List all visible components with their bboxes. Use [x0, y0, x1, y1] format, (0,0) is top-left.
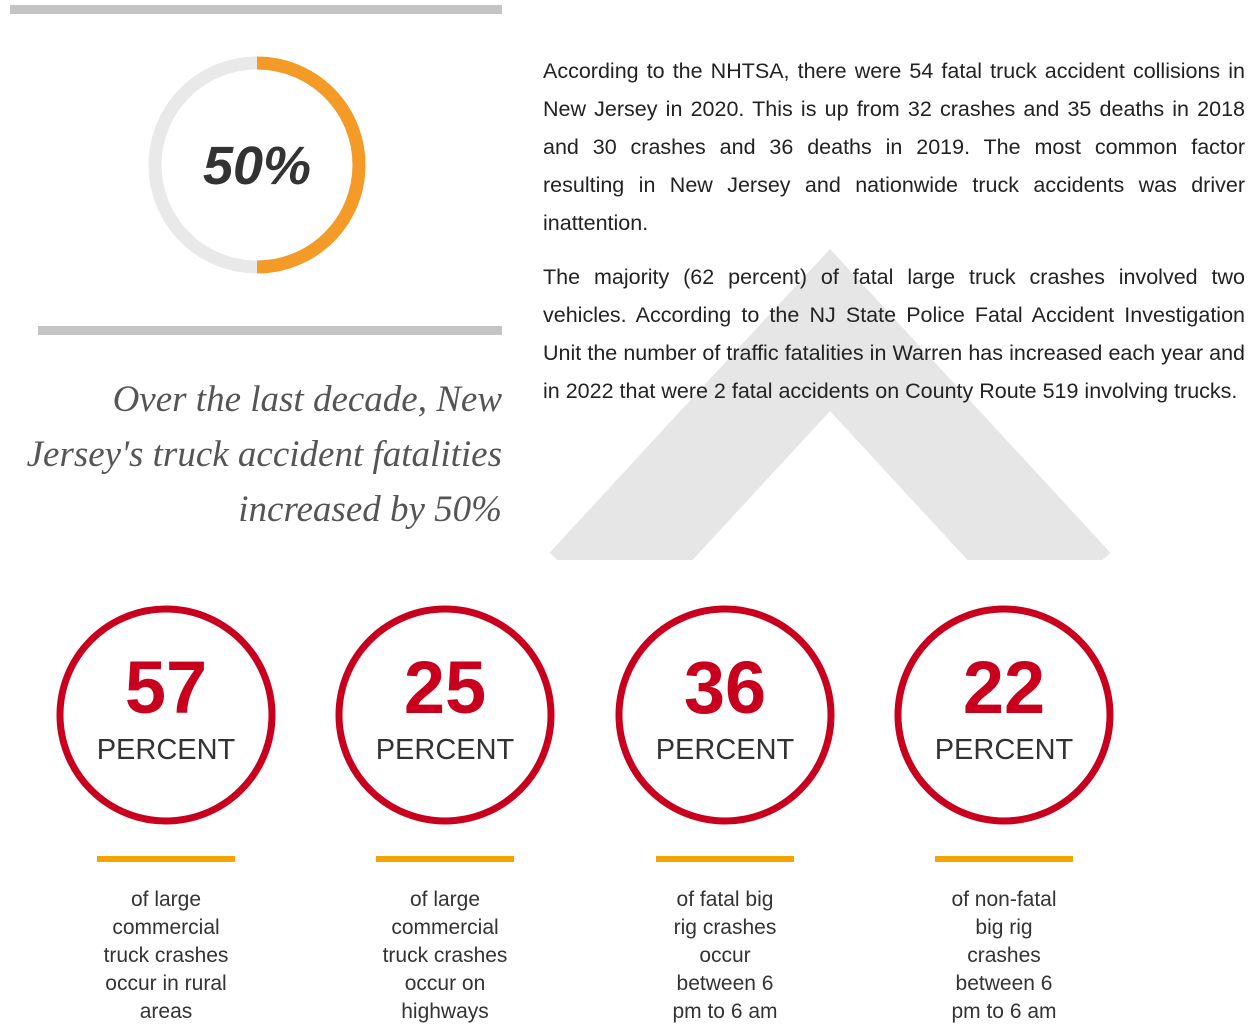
- stat-description: of non-fatal big rig crashes between 6 pm to…: [884, 886, 1124, 1026]
- orange-bar: [656, 856, 794, 862]
- description-line: between 6: [955, 972, 1053, 995]
- paragraph: The majority (62 percent) of fatal large…: [543, 265, 1245, 403]
- stat-description: of large commercial truck crashes occur in …: [46, 886, 286, 1026]
- stat-number: 57: [125, 646, 207, 729]
- description-line: of fatal big: [676, 888, 774, 911]
- stat-number: 25: [404, 646, 486, 729]
- stat-unit: PERCENT: [97, 734, 236, 766]
- stat-number: 22: [963, 646, 1045, 729]
- description-line: truck crashes: [382, 944, 508, 967]
- description-line: rig crashes: [673, 916, 777, 939]
- ring: [615, 605, 835, 825]
- watermark: [549, 248, 1111, 560]
- decoration: 50%: [148, 56, 1111, 560]
- divider: [38, 326, 502, 335]
- paragraphs: According to the NHTSA, there were 54 fa…: [543, 52, 1245, 426]
- stat-circle: 25 PERCENT: [335, 605, 555, 825]
- paragraph: According to the NHTSA, there were 54 fa…: [543, 59, 1245, 235]
- description-line: of non-fatal: [951, 888, 1057, 911]
- description-line: occur in rural: [105, 972, 227, 995]
- stat-circle: 36 PERCENT: [615, 605, 835, 825]
- orange-bar: [376, 856, 514, 862]
- stat-number: 36: [684, 646, 766, 729]
- description-line: truck crashes: [103, 944, 229, 967]
- description-line: areas: [139, 1000, 193, 1023]
- description-line: crashes: [967, 944, 1041, 967]
- description-line: pm to 6 am: [672, 1000, 778, 1023]
- description-line: occur on: [404, 972, 486, 995]
- ring: [894, 605, 1114, 825]
- stat-circle: 22 PERCENT: [894, 605, 1114, 825]
- description-line: between 6: [676, 972, 774, 995]
- donut-label: 50%: [203, 136, 311, 196]
- description-line: big rig: [975, 916, 1033, 939]
- donut: [148, 56, 366, 274]
- stat-circle: 57 PERCENT: [56, 605, 276, 825]
- stat-description: of large commercial truck crashes occur on h…: [325, 886, 565, 1026]
- description-line: of large: [409, 888, 481, 911]
- description-line: pm to 6 am: [951, 1000, 1057, 1023]
- stat-description: of fatal big rig crashes occur between 6 pm …: [605, 886, 845, 1026]
- description-line: commercial: [112, 916, 220, 939]
- orange-bar: [935, 856, 1073, 862]
- divider: [10, 5, 502, 14]
- description-line: of large: [130, 888, 202, 911]
- donut-arc: [256, 56, 366, 274]
- stat-unit: PERCENT: [935, 734, 1074, 766]
- ring: [56, 605, 276, 825]
- ring: [335, 605, 555, 825]
- description-line: highways: [401, 1000, 489, 1023]
- quote: Over the last decade, New Jersey's truck…: [26, 379, 502, 530]
- description-line: commercial: [391, 916, 499, 939]
- description-line: occur: [699, 944, 751, 967]
- stat-unit: PERCENT: [376, 734, 515, 766]
- orange-bar: [97, 856, 235, 862]
- stat-unit: PERCENT: [656, 734, 795, 766]
